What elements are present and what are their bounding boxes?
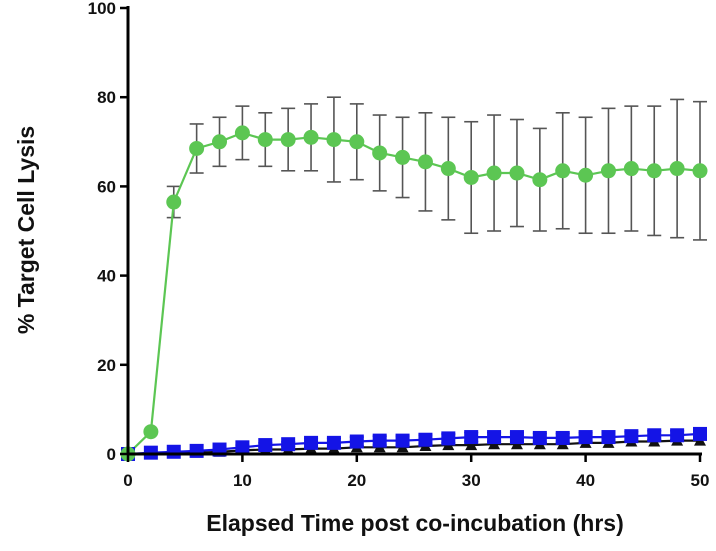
series-line-0 (127, 131, 701, 455)
series-markers-layer (120, 125, 708, 462)
data-point-series-0 (692, 163, 708, 179)
data-point-series-0 (280, 132, 296, 148)
data-point-series-1 (647, 428, 662, 443)
y-tick-label: 20 (97, 356, 116, 375)
x-tick-label: 40 (576, 471, 595, 490)
data-point-series-0 (143, 424, 159, 440)
y-tick-label: 60 (97, 177, 116, 196)
x-tick-label: 20 (347, 471, 366, 490)
data-point-series-0 (600, 163, 616, 179)
x-tick-label: 50 (691, 471, 710, 490)
x-axis-title: Elapsed Time post co-incubation (hrs) (206, 510, 623, 536)
y-tick-label: 0 (107, 445, 116, 464)
data-point-series-0 (372, 145, 388, 161)
x-tick-label: 30 (462, 471, 481, 490)
data-point-series-1 (624, 429, 639, 444)
y-tick-label: 100 (88, 0, 116, 18)
y-axis-title: % Target Cell Lysis (13, 126, 39, 334)
data-point-series-1 (670, 428, 685, 443)
data-point-series-1 (693, 426, 707, 441)
data-point-series-0 (532, 172, 548, 188)
data-point-series-1 (464, 430, 479, 445)
data-point-series-0 (189, 140, 205, 156)
data-point-series-1 (601, 430, 616, 445)
data-point-series-0 (166, 194, 182, 210)
data-point-series-1 (441, 431, 456, 446)
data-point-series-1 (304, 435, 319, 450)
data-point-series-0 (623, 161, 639, 177)
x-tick-label: 0 (123, 471, 132, 490)
data-point-series-0 (509, 165, 525, 181)
error-bars-layer (166, 96, 707, 453)
data-point-series-0 (212, 134, 228, 150)
data-point-series-1 (487, 430, 502, 445)
data-point-series-0 (646, 163, 662, 179)
data-point-series-1 (349, 434, 364, 449)
data-point-series-1 (532, 430, 547, 445)
data-point-series-0 (326, 132, 342, 148)
data-point-series-1 (555, 430, 570, 445)
data-point-series-1 (281, 437, 296, 452)
data-point-series-1 (235, 440, 250, 455)
data-point-series-0 (234, 125, 250, 141)
data-point-series-0 (257, 132, 273, 148)
x-tick-label: 10 (233, 471, 252, 490)
y-tick-label: 80 (97, 88, 116, 107)
data-point-series-1 (258, 438, 273, 453)
data-point-series-1 (509, 430, 524, 445)
data-point-series-1 (166, 444, 181, 459)
data-point-series-0 (395, 149, 411, 165)
data-point-series-0 (349, 134, 365, 150)
data-point-series-0 (440, 161, 456, 177)
data-point-series-1 (418, 432, 433, 447)
data-point-series-1 (189, 443, 204, 458)
data-point-series-0 (463, 169, 479, 185)
data-point-series-0 (669, 161, 685, 177)
data-point-series-0 (578, 167, 594, 183)
series-lines-layer (127, 131, 701, 456)
axes-layer: 0 20 40 60 80 100 0 10 20 30 40 50 (88, 0, 710, 490)
data-point-series-1 (372, 433, 387, 448)
y-tick-label: 40 (97, 267, 116, 286)
data-point-series-0 (303, 129, 319, 145)
data-point-series-0 (555, 163, 571, 179)
data-point-series-1 (578, 430, 593, 445)
data-point-series-0 (417, 154, 433, 170)
data-point-series-1 (326, 435, 341, 450)
data-point-series-2 (465, 439, 478, 451)
data-point-series-0 (486, 165, 502, 181)
data-point-series-1 (395, 433, 410, 448)
